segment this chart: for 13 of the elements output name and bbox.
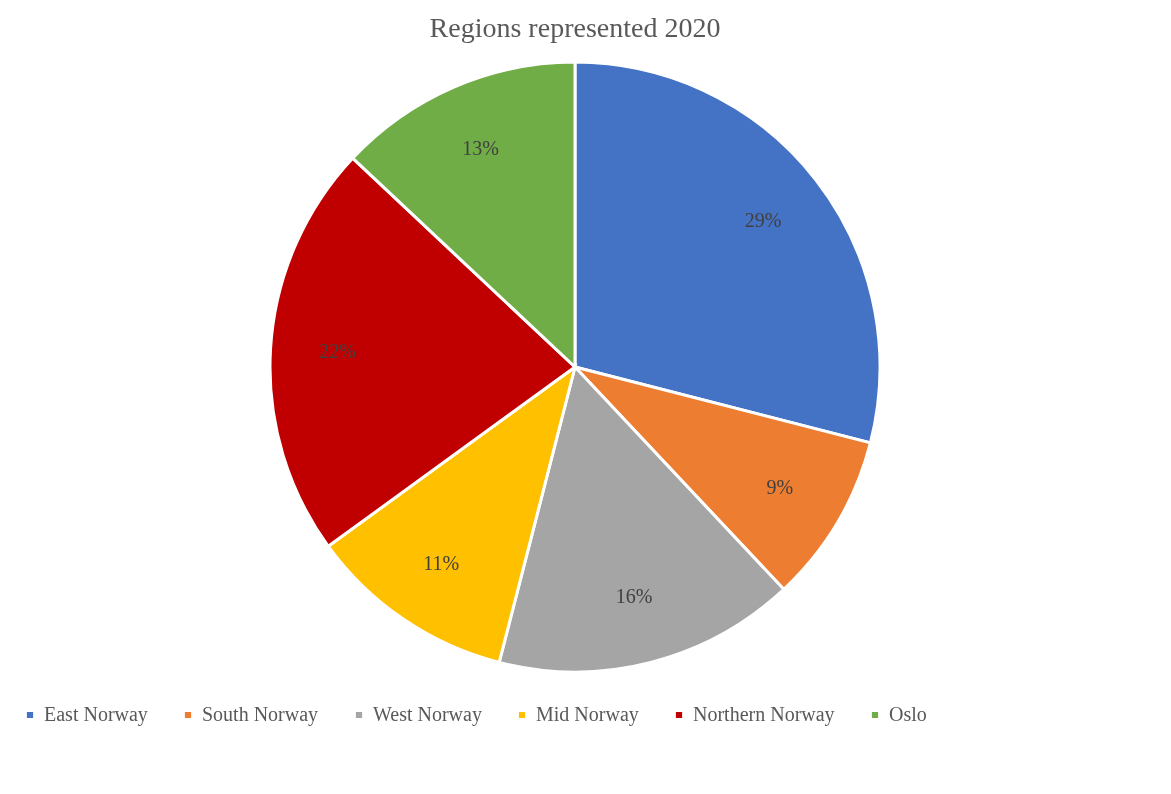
data-label: 9% <box>766 476 794 499</box>
legend-label: Northern Norway <box>693 703 835 726</box>
data-label: 16% <box>615 585 653 608</box>
data-label: 11% <box>423 551 460 574</box>
data-label: 13% <box>462 136 499 159</box>
legend-label: West Norway <box>373 703 482 726</box>
chart-title: Regions represented 2020 <box>429 12 721 43</box>
data-label: 29% <box>744 209 782 232</box>
legend-label: South Norway <box>202 703 319 726</box>
legend-label: Oslo <box>889 703 927 725</box>
legend-label: Mid Norway <box>536 703 639 726</box>
data-label: 22% <box>319 340 356 363</box>
legend-label: East Norway <box>44 703 148 726</box>
